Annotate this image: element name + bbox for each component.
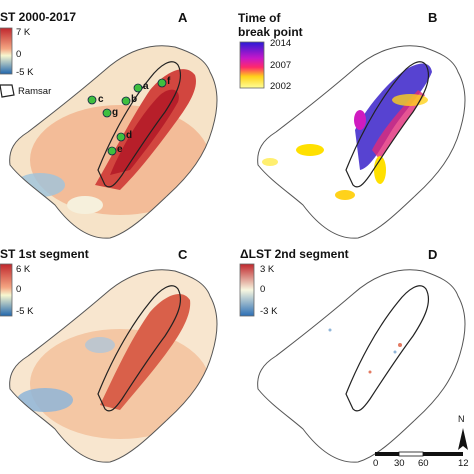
panel-c-letter: C [178,247,188,262]
panel-c-title: ST 1st segment [0,247,89,261]
scale-tick-0: 0 [373,458,379,469]
north-label: N [458,414,465,424]
north-arrow-icon [458,428,468,450]
panel-b-title-line2: break point [238,25,303,39]
panel-b-raster [262,63,432,200]
sample-label-f: f [167,76,171,87]
sample-point-f [157,78,167,88]
panel-d-title: ΔLST 2nd segment [240,247,349,261]
sample-label-e: e [117,144,123,155]
sample-label-c: c [98,94,104,105]
panel-a-title: ST 2000-2017 [0,10,77,24]
ramsar-legend-swatch [0,84,15,98]
sample-label-a: a [143,81,149,92]
sample-point-c [87,95,97,105]
sample-label-d: d [126,130,133,141]
panel-d-basin-outline [257,269,466,463]
panel-d-raster [328,328,402,374]
sample-point-a [133,83,143,93]
panel-c-basin-outline [9,269,218,463]
sample-point-d [116,132,126,142]
panel-c-tick-min: -5 K [16,306,34,317]
panel-a-ramsar-outline [97,61,182,188]
panel-a-tick-min: -5 K [16,67,34,78]
panel-d-tick-min: -3 K [260,306,278,317]
panel-d-tick-mid: 0 [260,284,266,295]
sample-point-b [121,96,131,106]
sample-label-g: g [112,107,119,118]
panel-b-basin-outline [257,45,466,239]
panel-c-tick-mid: 0 [16,284,22,295]
panel-b-tick-bottom: 2002 [270,81,292,92]
scale-tick-60: 60 [418,458,429,469]
panel-a-tick-mid: 0 [16,49,22,60]
panel-b-letter: B [428,10,438,25]
scale-bar [375,451,463,457]
panel-b-ramsar-outline [345,61,430,188]
sample-point-e [107,146,117,156]
ramsar-legend-label: Ramsar [18,86,52,97]
panel-c-tick-max: 6 K [16,264,31,275]
sample-point-g [102,108,112,118]
sample-points [87,78,167,156]
panel-d-letter: D [428,247,438,262]
sample-label-b: b [131,94,138,105]
panel-d-tick-max: 3 K [260,264,275,275]
panel-b-tick-top: 2014 [270,38,292,49]
panel-c-ramsar-outline [97,285,182,412]
scale-tick-30: 30 [394,458,405,469]
panel-a-letter: A [178,10,188,25]
panel-b-tick-mid: 2007 [270,60,292,71]
panel-c-raster [9,269,218,463]
panel-d-ramsar-outline [345,285,430,412]
panel-a-basin-outline [9,45,218,239]
panel-d-colorbar [239,263,255,317]
panel-a-colorbar [0,27,13,75]
panel-b-colorbar [239,41,265,89]
scale-tick-120: 12 [458,458,469,469]
panel-b-title: Time of [238,11,281,25]
panel-c-colorbar [0,263,13,317]
panel-a-tick-max: 7 K [16,27,31,38]
